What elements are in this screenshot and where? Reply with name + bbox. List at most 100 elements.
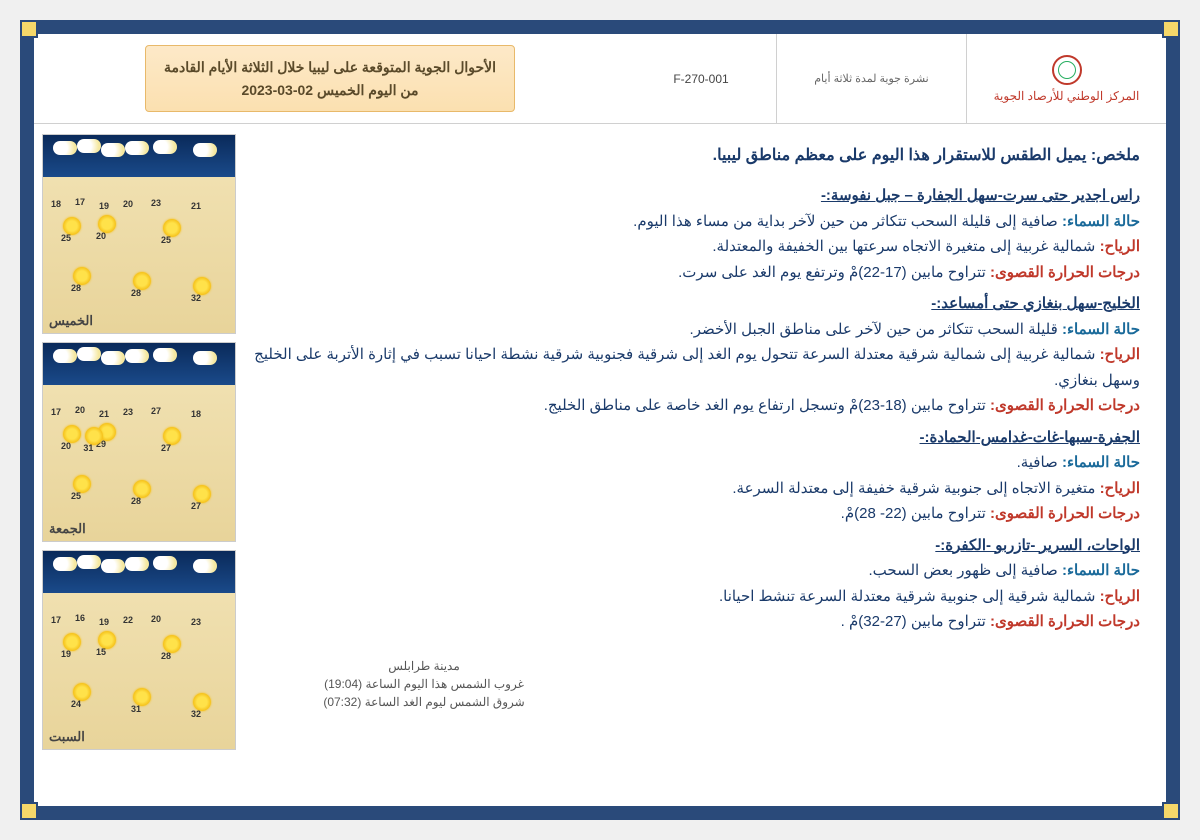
map-temp-value: 28	[161, 651, 171, 661]
sun-city: مدينة طرابلس	[294, 657, 554, 675]
header-row: المركز الوطني للأرصاد الجوية نشرة جوية ل…	[34, 34, 1166, 124]
maps-column: 18 17 19 20 23 21 25 20 25 28 28 32 الخميس 17 20 21 23 27…	[34, 124, 244, 806]
org-name: المركز الوطني للأرصاد الجوية	[994, 89, 1140, 103]
title-cell: الأحوال الجوية المتوقعة على ليبيا خلال ا…	[34, 34, 626, 123]
map-temp-value: 23	[151, 198, 161, 208]
temp-label: درجات الحرارة القصوى:	[990, 613, 1140, 630]
map-temp-value: 16	[75, 613, 85, 623]
map-temp-value: 20	[61, 441, 71, 451]
wind-text: شمالية غربية إلى متغيرة الاتجاه سرعتها ب…	[712, 238, 1095, 255]
forecast-content: ملخص: يميل الطقس للاستقرار هذا اليوم على…	[244, 124, 1166, 806]
map-temp-value: 17	[51, 615, 61, 625]
map-temp-value: 19	[99, 201, 109, 211]
body: ملخص: يميل الطقس للاستقرار هذا اليوم على…	[34, 124, 1166, 806]
map-temp-value: 28	[131, 288, 141, 298]
map-temp-value: 15	[96, 647, 106, 657]
map-temp-value: 20	[75, 405, 85, 415]
cloud-icon	[125, 349, 149, 363]
cloud-icon	[101, 559, 125, 573]
map-temp-value: 21	[99, 409, 109, 419]
region-title: الجفرة-سبها-غات-غدامس-الحمادة:-	[254, 425, 1140, 451]
map-temp-value: 31	[131, 704, 141, 714]
summary: ملخص: يميل الطقس للاستقرار هذا اليوم على…	[254, 142, 1140, 169]
region-title: راس اجدير حتى سرت-سهل الجفارة – جبل نفوس…	[254, 183, 1140, 209]
title-line-1: الأحوال الجوية المتوقعة على ليبيا خلال ا…	[164, 56, 496, 78]
cloud-icon	[77, 347, 101, 361]
map-temp-value: 17	[75, 197, 85, 207]
temp-label: درجات الحرارة القصوى:	[990, 264, 1140, 281]
map-temp-value: 27	[161, 443, 171, 453]
frame-corner	[1162, 20, 1180, 38]
cloud-icon	[77, 555, 101, 569]
map-day-label: السبت	[49, 729, 85, 745]
map-temp-value: 24	[71, 699, 81, 709]
wind-line: الرياح: شمالية غربية إلى متغيرة الاتجاه …	[254, 234, 1140, 260]
wind-label: الرياح:	[1100, 588, 1140, 605]
cloud-icon	[193, 351, 217, 365]
map-temp-value: 31	[83, 443, 93, 453]
sky-text: قليلة السحب تتكاثر من حين لآخر على مناطق…	[690, 321, 1058, 338]
temp-text: تتراوح مابين (17-22)مْ وترتفع يوم الغد ع…	[678, 264, 986, 281]
sky-line: حالة السماء: صافية إلى ظهور بعض السحب.	[254, 558, 1140, 584]
cloud-icon	[53, 349, 77, 363]
frame-corner	[1162, 802, 1180, 820]
sunrise-line: شروق الشمس ليوم الغد الساعة (07:32)	[294, 693, 554, 711]
cloud-icon	[153, 556, 177, 570]
wind-line: الرياح: شمالية غربية إلى شمالية شرقية مع…	[254, 342, 1140, 393]
forecast-map: 17202123271820292725282731الجمعة	[42, 342, 236, 542]
map-day-label: الخميس	[49, 313, 93, 329]
map-temp-value: 20	[151, 614, 161, 624]
bulletin-type: نشرة جوية لمدة ثلاثة أيام	[814, 72, 929, 85]
title-line-2: من اليوم الخميس 02-03-2023	[164, 79, 496, 101]
wind-text: شمالية غربية إلى شمالية شرقية معتدلة الس…	[254, 346, 1140, 389]
cloud-icon	[193, 559, 217, 573]
bulletin-type-cell: نشرة جوية لمدة ثلاثة أيام	[776, 34, 966, 123]
wind-label: الرياح:	[1100, 238, 1140, 255]
map-temp-value: 25	[161, 235, 171, 245]
map-day-label: الجمعة	[49, 521, 86, 537]
region-block: الخليج-سهل بنغازي حتى أمساعد:- حالة السم…	[254, 291, 1140, 419]
temp-line: درجات الحرارة القصوى: تتراوح مابين (17-2…	[254, 260, 1140, 286]
forecast-map: 181719202321252025282832الخميس	[42, 134, 236, 334]
map-temp-value: 23	[123, 407, 133, 417]
map-temp-value: 17	[51, 407, 61, 417]
cloud-icon	[101, 351, 125, 365]
region-block: الواحات، السرير -تازربو -الكفرة:- حالة ا…	[254, 533, 1140, 635]
cloud-icon	[53, 141, 77, 155]
title-box: الأحوال الجوية المتوقعة على ليبيا خلال ا…	[145, 45, 515, 112]
map-temp-value: 20	[123, 199, 133, 209]
wind-text: شمالية شرقية إلى جنوبية شرقية معتدلة الس…	[719, 588, 1095, 605]
map-temp-value: 28	[131, 496, 141, 506]
doc-code-cell: F-270-001	[626, 34, 776, 123]
map-temp-value: 32	[191, 709, 201, 719]
temp-text: تتراوح مابين (22- 28)مْ.	[841, 505, 986, 522]
map-temp-value: 25	[71, 491, 81, 501]
region-title: الخليج-سهل بنغازي حتى أمساعد:-	[254, 291, 1140, 317]
map-temp-value: 19	[61, 649, 71, 659]
map-temp-value: 18	[51, 199, 61, 209]
weather-bulletin-page: المركز الوطني للأرصاد الجوية نشرة جوية ل…	[20, 20, 1180, 820]
wind-label: الرياح:	[1100, 346, 1140, 363]
sky-label: حالة السماء:	[1062, 321, 1140, 338]
wind-line: الرياح: متغيرة الاتجاه إلى جنوبية شرقية …	[254, 476, 1140, 502]
doc-code: F-270-001	[673, 72, 728, 86]
region-block: الجفرة-سبها-غات-غدامس-الحمادة:- حالة الس…	[254, 425, 1140, 527]
map-temp-value: 27	[191, 501, 201, 511]
wind-line: الرياح: شمالية شرقية إلى جنوبية شرقية مع…	[254, 584, 1140, 610]
sky-label: حالة السماء:	[1062, 562, 1140, 579]
org-cell: المركز الوطني للأرصاد الجوية	[966, 34, 1166, 123]
wind-label: الرياح:	[1100, 480, 1140, 497]
wind-text: متغيرة الاتجاه إلى جنوبية شرقية خفيفة إل…	[732, 480, 1095, 497]
temp-line: درجات الحرارة القصوى: تتراوح مابين (27-3…	[254, 609, 1140, 635]
temp-text: تتراوح مابين (18-23)مْ وتسجل ارتفاع يوم …	[544, 397, 986, 414]
sunset-line: غروب الشمس هذا اليوم الساعة (19:04)	[294, 675, 554, 693]
temp-label: درجات الحرارة القصوى:	[990, 397, 1140, 414]
frame-corner	[20, 802, 38, 820]
cloud-icon	[153, 140, 177, 154]
map-temp-value: 22	[123, 615, 133, 625]
sky-line: حالة السماء: صافية إلى قليلة السحب تتكاث…	[254, 209, 1140, 235]
sky-label: حالة السماء:	[1062, 454, 1140, 471]
sky-line: حالة السماء: صافية.	[254, 450, 1140, 476]
map-temp-value: 21	[191, 201, 201, 211]
map-temp-value: 23	[191, 617, 201, 627]
